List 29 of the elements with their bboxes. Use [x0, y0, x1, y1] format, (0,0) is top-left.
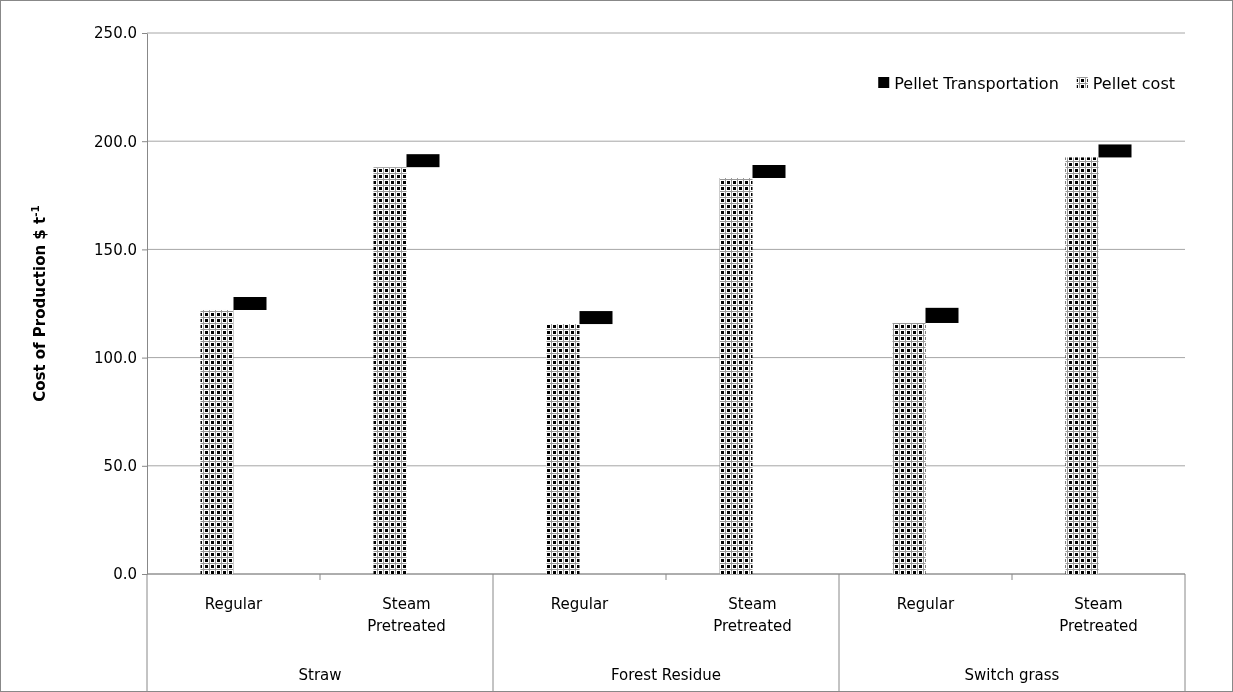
bar: [579, 311, 613, 325]
y-tick-label: 200.0: [94, 132, 137, 151]
bar: [719, 177, 753, 574]
bar: [1065, 157, 1099, 574]
bar: [200, 309, 234, 574]
text: Forest Residue: [610, 666, 722, 684]
bar: [925, 307, 959, 323]
y-tick-label: 250.0: [94, 24, 137, 43]
bar: [233, 297, 267, 310]
x-tick-label: Regular: [896, 595, 956, 613]
y-tick-label: 150.0: [94, 240, 137, 259]
x-tick-label: Steam Pretreated: [1059, 595, 1138, 635]
bar: [892, 322, 926, 574]
x-tick-label: Regular: [550, 595, 610, 613]
y-tick-label: 100.0: [94, 348, 137, 367]
x-tick-label: Regular: [204, 595, 264, 613]
text: Switch grass: [964, 666, 1060, 684]
legend-label: Pellet cost: [1092, 74, 1175, 93]
x-tick-label: Steam Pretreated: [713, 595, 792, 635]
bar: [1098, 144, 1132, 158]
y-tick-label: 0.0: [113, 565, 137, 584]
bar: [546, 324, 580, 574]
legend-label: Pellet Transportation: [894, 74, 1059, 93]
y-tick-label: 50.0: [103, 457, 137, 476]
bar: [406, 154, 440, 168]
bar: [752, 165, 786, 178]
x-tick-label: Steam Pretreated: [367, 595, 446, 635]
text: Straw: [298, 666, 342, 684]
bar: [373, 167, 407, 574]
